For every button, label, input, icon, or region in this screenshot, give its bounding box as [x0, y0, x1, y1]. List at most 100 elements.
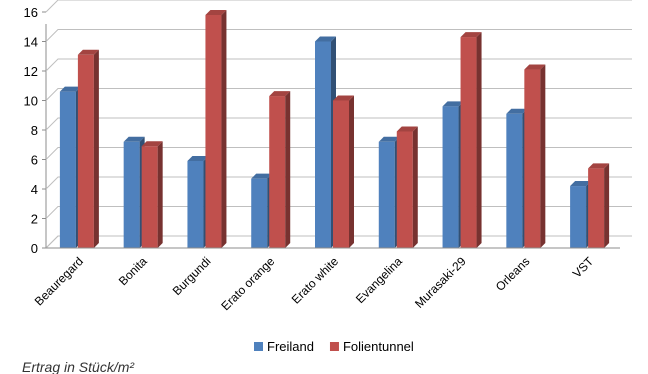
bar — [59, 86, 81, 249]
bar-front — [378, 141, 395, 248]
bar — [187, 155, 209, 248]
legend-item: Freiland — [254, 339, 314, 354]
x-tick-label: Beauregard — [32, 254, 86, 308]
x-tick-label: Erato orange — [218, 254, 277, 313]
gridline — [45, 176, 632, 190]
bar — [315, 36, 336, 248]
gridline — [45, 0, 632, 13]
bar — [506, 108, 528, 249]
y-tick-label: 8 — [31, 123, 38, 138]
bar-top — [506, 108, 528, 114]
y-tick-label: 12 — [24, 64, 38, 79]
y-tick-label: 0 — [31, 241, 38, 256]
bar-front — [187, 160, 204, 248]
x-tick-label: Murasaki-29 — [412, 254, 469, 311]
bar-side — [540, 64, 546, 249]
x-tick-label: Bonita — [116, 254, 150, 288]
bar — [123, 136, 145, 248]
bar-side — [349, 95, 354, 248]
legend-swatch — [329, 342, 339, 351]
bar — [141, 141, 163, 248]
bar-side — [604, 163, 610, 248]
bar-top — [378, 136, 400, 142]
bar-front — [570, 186, 587, 248]
x-tick-label: Evangelina — [353, 254, 405, 306]
gridline — [45, 29, 632, 42]
bar-front — [315, 41, 331, 248]
bar-front — [333, 100, 349, 248]
bar-side — [285, 91, 291, 248]
bar-front — [77, 54, 94, 249]
legend-item: Folientunnel — [329, 339, 414, 354]
bar — [251, 173, 273, 248]
bar — [524, 64, 546, 249]
bar-top — [524, 64, 546, 70]
bar-side — [412, 126, 418, 248]
chart-caption: Ertrag in Stück/m² — [22, 359, 135, 374]
legend-swatch — [254, 342, 263, 351]
y-tick-label: 2 — [31, 212, 38, 227]
bar-top — [333, 95, 354, 101]
bar-top — [205, 9, 227, 15]
bar-front — [524, 69, 541, 249]
x-axis: Beauregard Bonita Burgundi Erato orange Erat… — [32, 247, 620, 313]
bar-front — [269, 96, 286, 248]
bar-top — [315, 36, 336, 42]
y-tick-label: 10 — [24, 94, 38, 109]
y-axis: 0 2 4 6 8 10 12 14 16 — [24, 5, 46, 256]
y-tick-label: 16 — [24, 5, 38, 20]
y-tick-label: 14 — [24, 35, 38, 50]
bar-front — [506, 113, 523, 249]
x-tick-label: Burgundi — [170, 254, 214, 298]
bar — [205, 9, 227, 249]
bar-front — [141, 146, 158, 248]
legend: Freiland Folientunnel — [254, 339, 414, 354]
y-tick-label: 4 — [31, 182, 38, 197]
gridlines — [45, 0, 632, 249]
gridline — [45, 117, 632, 131]
bar — [77, 49, 99, 249]
bar-side — [221, 9, 227, 249]
legend-label: Freiland — [267, 339, 314, 354]
x-tick-label: Orleans — [493, 254, 533, 294]
bar-side — [476, 32, 482, 249]
bar-top — [442, 101, 464, 107]
gridline — [45, 147, 632, 160]
bars — [59, 9, 610, 249]
bar-front — [442, 106, 459, 249]
bar-top — [59, 86, 81, 92]
bar — [269, 91, 291, 248]
bar-top — [460, 32, 482, 38]
bar-front — [460, 37, 477, 249]
x-tick-label: VST — [570, 254, 597, 281]
bar-top — [269, 91, 291, 97]
bar-top — [187, 155, 209, 161]
bar — [396, 126, 418, 248]
bar-top — [570, 181, 592, 187]
bar-top — [141, 141, 163, 147]
bar-front — [251, 178, 268, 248]
gridline — [45, 235, 632, 249]
bar — [588, 163, 610, 248]
bar-top — [123, 136, 145, 142]
bar-front — [59, 91, 76, 249]
gridline — [45, 58, 632, 72]
bar — [378, 136, 400, 248]
bar — [570, 181, 592, 248]
bar-top — [77, 49, 99, 55]
bar-front — [205, 14, 222, 249]
bar-front — [396, 131, 413, 248]
bar-top — [396, 126, 418, 132]
bar — [442, 101, 464, 249]
x-tick-label: Erato white — [289, 254, 342, 307]
gridline — [45, 88, 632, 101]
gridline — [45, 206, 632, 219]
bar-top — [588, 163, 610, 169]
bar-side — [93, 49, 99, 249]
bar-front — [123, 141, 140, 248]
y-tick-label: 6 — [31, 153, 38, 168]
bar — [333, 95, 354, 248]
bar-front — [588, 168, 605, 248]
bar-side — [157, 141, 163, 248]
